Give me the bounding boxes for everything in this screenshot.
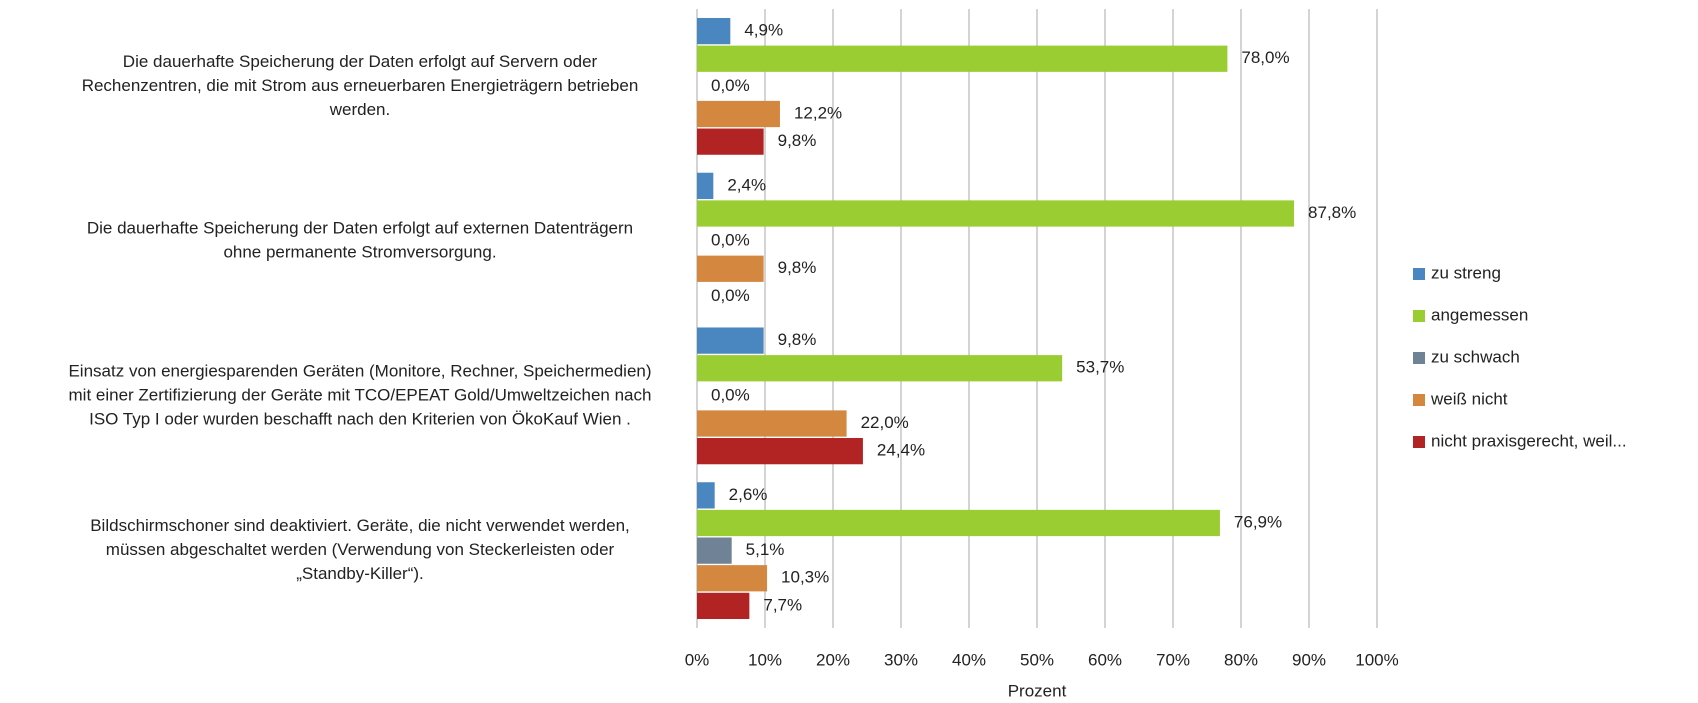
value-label: 7,7% <box>763 595 802 614</box>
category-label: „Standby-Killer“). <box>296 564 424 583</box>
x-tick-label: 70% <box>1156 650 1190 669</box>
value-label: 2,4% <box>727 175 766 194</box>
bar <box>697 438 863 465</box>
legend-swatch <box>1413 436 1425 448</box>
value-label: 2,6% <box>729 485 768 504</box>
bar <box>697 509 1220 537</box>
x-tick-label: 100% <box>1355 650 1398 669</box>
x-axis-label: Prozent <box>1008 681 1067 700</box>
legend-swatch <box>1413 352 1425 364</box>
bar <box>697 327 764 354</box>
bar <box>697 355 1063 382</box>
category-label: mit einer Zertifizierung der Geräte mit … <box>69 385 652 404</box>
value-label: 22,0% <box>861 413 909 432</box>
bar <box>697 100 780 128</box>
bar <box>697 482 715 509</box>
value-label: 10,3% <box>781 568 829 587</box>
category-label: Einsatz von energiesparenden Geräten (Mo… <box>68 361 651 380</box>
legend-label: angemessen <box>1431 305 1528 324</box>
category-label: ohne permanente Stromversorgung. <box>223 243 496 262</box>
x-tick-label: 80% <box>1224 650 1258 669</box>
legend-label: zu streng <box>1431 263 1501 282</box>
x-tick-label: 30% <box>884 650 918 669</box>
category-label: Die dauerhafte Speicherung der Daten erf… <box>87 219 633 238</box>
value-label: 78,0% <box>1241 48 1289 67</box>
value-label: 0,0% <box>711 385 750 404</box>
legend-swatch <box>1413 310 1425 322</box>
x-tick-label: 40% <box>952 650 986 669</box>
value-label: 5,1% <box>746 540 785 559</box>
value-label: 0,0% <box>711 231 750 250</box>
category-label: Rechenzentren, die mit Strom aus erneuer… <box>82 76 639 95</box>
bar <box>697 45 1228 72</box>
legend-label: nicht praxisgerecht, weil... <box>1431 431 1627 450</box>
bar <box>697 565 768 592</box>
value-label: 0,0% <box>711 76 750 95</box>
value-label: 87,8% <box>1308 203 1356 222</box>
legend-label: zu schwach <box>1431 347 1520 366</box>
bar <box>697 200 1295 227</box>
value-label: 76,9% <box>1234 512 1282 531</box>
x-tick-label: 0% <box>685 650 710 669</box>
category-label: ISO Typ I oder wurden beschafft nach den… <box>89 409 631 428</box>
bar <box>697 537 732 564</box>
value-label: 9,8% <box>778 258 817 277</box>
bar <box>697 592 750 620</box>
value-label: 9,8% <box>778 131 817 150</box>
value-label: 24,4% <box>877 441 925 460</box>
x-tick-label: 90% <box>1292 650 1326 669</box>
category-label: werden. <box>329 100 390 119</box>
category-label: müssen abgeschaltet werden (Verwendung v… <box>106 540 615 559</box>
x-tick-label: 60% <box>1088 650 1122 669</box>
category-label: Die dauerhafte Speicherung der Daten erf… <box>123 52 598 71</box>
legend-label: weiß nicht <box>1430 389 1508 408</box>
bar <box>697 128 764 155</box>
legend-swatch <box>1413 268 1425 280</box>
legend-swatch <box>1413 394 1425 406</box>
x-tick-label: 50% <box>1020 650 1054 669</box>
x-tick-label: 10% <box>748 650 782 669</box>
category-label: Bildschirmschoner sind deaktiviert. Gerä… <box>90 516 630 535</box>
value-label: 4,9% <box>744 21 783 40</box>
bar <box>697 17 731 45</box>
value-label: 0,0% <box>711 286 750 305</box>
bar <box>697 255 764 282</box>
x-tick-label: 20% <box>816 650 850 669</box>
value-label: 53,7% <box>1076 358 1124 377</box>
value-label: 9,8% <box>778 330 817 349</box>
value-label: 12,2% <box>794 103 842 122</box>
bar <box>697 172 714 199</box>
bar <box>697 410 847 437</box>
